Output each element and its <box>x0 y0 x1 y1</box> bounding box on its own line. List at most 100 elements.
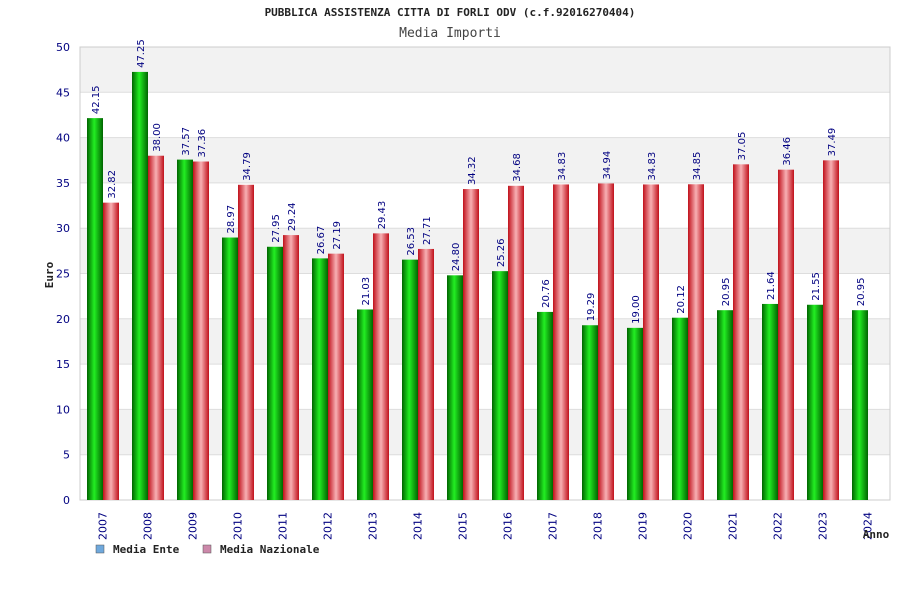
bars <box>87 71 868 501</box>
value-label: 21.55 <box>811 272 822 301</box>
bar-nazionale <box>193 161 209 500</box>
x-tick-label: 2009 <box>187 512 200 540</box>
bar-nazionale <box>688 184 704 500</box>
value-label: 19.29 <box>586 293 597 322</box>
grid-band <box>80 137 890 183</box>
value-label: 26.53 <box>406 227 417 256</box>
grid-band <box>80 318 890 365</box>
bar-ente <box>582 325 598 500</box>
bar-nazionale <box>463 189 479 501</box>
bar-ente <box>267 246 283 500</box>
chart-title: PUBBLICA ASSISTENZA CITTA DI FORLI ODV (… <box>265 6 636 19</box>
x-tick-label: 2021 <box>727 512 740 540</box>
bar-nazionale <box>103 202 119 500</box>
bar-ente <box>852 310 868 500</box>
value-label: 26.67 <box>316 226 327 255</box>
x-tick-label: 2008 <box>142 512 155 540</box>
value-label: 42.15 <box>91 85 102 114</box>
value-labels: 42.15 32.82 47.25 38.00 37.57 37.36 28.97 34.79… <box>91 39 867 324</box>
value-label: 47.25 <box>136 39 147 68</box>
bar-ente <box>627 327 643 500</box>
value-label: 21.03 <box>361 277 372 306</box>
grid-band <box>80 454 890 500</box>
chart-subtitle: Media Importi <box>399 26 501 41</box>
y-axis: 0 5 10 15 20 25 30 35 40 45 50 <box>56 41 70 507</box>
value-label: 37.36 <box>197 129 208 158</box>
x-tick-label: 2013 <box>367 512 380 540</box>
x-tick-label: 2012 <box>322 512 335 540</box>
value-label: 34.94 <box>602 151 613 180</box>
value-label: 37.05 <box>737 132 748 161</box>
x-tick-label: 2015 <box>457 512 470 540</box>
bar-ente <box>447 275 463 500</box>
x-axis: 2007 2008 2009 2010 2011 2012 2013 2014 2015 2016… <box>97 512 875 540</box>
y-tick-label: 50 <box>56 41 70 54</box>
plot-background <box>79 46 891 501</box>
y-tick-label: 5 <box>63 449 70 462</box>
bar-nazionale <box>733 164 749 500</box>
value-label: 34.85 <box>692 152 703 181</box>
value-label: 20.76 <box>541 279 552 308</box>
bar-nazionale <box>823 160 839 500</box>
value-label: 20.12 <box>676 285 687 314</box>
legend: Media Ente Media Nazionale <box>95 543 320 556</box>
bar-ente <box>87 118 103 500</box>
y-tick-label: 45 <box>56 86 70 99</box>
bar-nazionale <box>283 235 299 500</box>
grid-band <box>80 273 890 319</box>
value-label: 20.95 <box>721 278 732 307</box>
bar-ente <box>132 71 148 500</box>
bar-nazionale <box>328 253 344 500</box>
bar-ente <box>177 159 193 501</box>
y-tick-label: 20 <box>56 313 70 326</box>
value-label: 34.32 <box>467 156 478 185</box>
grid-band <box>80 182 890 229</box>
value-label: 19.00 <box>631 295 642 324</box>
x-tick-label: 2023 <box>817 512 830 540</box>
value-label: 34.83 <box>647 152 658 181</box>
y-tick-label: 0 <box>63 494 70 507</box>
grid-band <box>80 364 890 410</box>
value-label: 34.68 <box>512 153 523 182</box>
bar-ente <box>672 317 688 500</box>
value-label: 27.71 <box>422 216 433 245</box>
value-label: 20.95 <box>856 278 867 307</box>
legend-swatch-ente <box>95 544 105 554</box>
bar-nazionale <box>238 184 254 500</box>
value-label: 29.43 <box>377 201 388 230</box>
bar-ente <box>537 311 553 500</box>
value-label: 32.82 <box>107 170 118 199</box>
value-label: 37.49 <box>827 128 838 157</box>
bar-ente <box>807 304 823 500</box>
bar-nazionale <box>598 183 614 500</box>
y-tick-label: 30 <box>56 222 70 235</box>
y-axis-label: Euro <box>43 261 56 288</box>
grid-band <box>80 92 890 138</box>
value-label: 27.19 <box>332 221 343 250</box>
grid-band <box>80 409 890 455</box>
x-tick-label: 2011 <box>277 512 290 540</box>
grid-band <box>80 47 890 93</box>
value-label: 34.79 <box>242 152 253 181</box>
value-label: 24.80 <box>451 243 462 272</box>
bar-ente <box>312 258 328 500</box>
bar-nazionale <box>508 185 524 500</box>
x-tick-label: 2010 <box>232 512 245 540</box>
value-label: 38.00 <box>152 123 163 152</box>
bar-nazionale <box>418 248 434 500</box>
value-label: 25.26 <box>496 239 507 268</box>
x-tick-label: 2020 <box>682 512 695 540</box>
legend-label-ente: Media Ente <box>113 543 180 556</box>
bar-ente <box>492 271 508 500</box>
value-label: 28.97 <box>226 205 237 234</box>
x-tick-label: 2022 <box>772 512 785 540</box>
value-label: 27.95 <box>271 214 282 243</box>
x-tick-label: 2016 <box>502 512 515 540</box>
x-tick-label: 2017 <box>547 512 560 540</box>
legend-label-nazionale: Media Nazionale <box>220 543 320 556</box>
bar-nazionale <box>778 169 794 500</box>
x-axis-label: Anno <box>863 528 890 541</box>
bar-ente <box>717 310 733 500</box>
y-tick-label: 35 <box>56 177 70 190</box>
y-tick-label: 25 <box>56 268 70 281</box>
